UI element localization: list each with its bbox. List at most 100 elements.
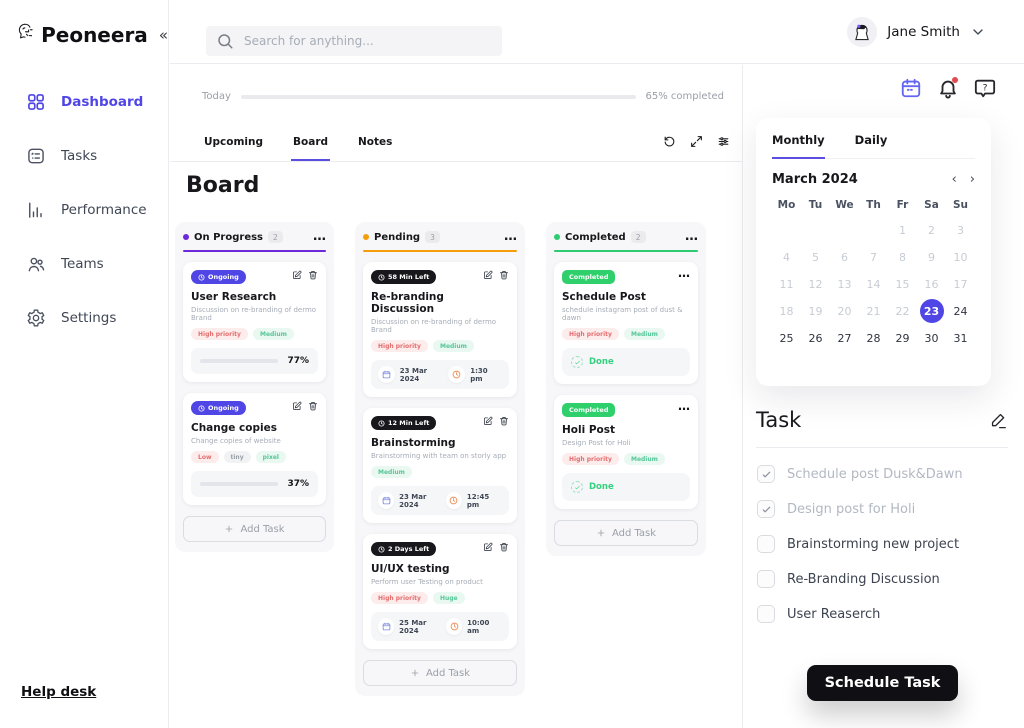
calendar-prev-button[interactable]: ‹ (951, 172, 957, 187)
edit-icon[interactable] (483, 416, 493, 426)
tab-upcoming[interactable]: Upcoming (204, 135, 264, 148)
calendar-days: 1 2 3 4 5 6 7 8 9 10 11 12 13 14 15 16 17 18 19 20 21 22 23 24 2… (772, 218, 975, 350)
edit-icon[interactable] (292, 401, 302, 411)
task-card[interactable]: Completed … Schedule Post schedule instagra… (554, 262, 698, 384)
card-menu-icon[interactable]: … (678, 399, 690, 413)
card-status-badge: Completed (562, 403, 616, 417)
checkbox-checked[interactable] (757, 500, 775, 518)
board-tools (663, 135, 730, 148)
add-task-button[interactable]: Add Task (554, 520, 698, 546)
column-accent-bar (554, 250, 698, 252)
calendar-day[interactable]: 6 (841, 250, 848, 264)
edit-icon[interactable] (483, 270, 493, 280)
trash-icon[interactable] (308, 270, 318, 280)
card-done: Done (562, 473, 690, 501)
main-content: Today 65% completed Upcoming Board Notes B… (170, 65, 743, 728)
calendar-day[interactable]: 30 (924, 331, 939, 345)
calendar-day[interactable]: 10 (953, 250, 968, 264)
calendar-tab-daily[interactable]: Daily (854, 133, 888, 147)
calendar-day[interactable]: 24 (953, 304, 968, 318)
sidebar-collapse-icon[interactable]: « (158, 26, 168, 44)
user-menu[interactable]: Jane Smith (847, 17, 986, 47)
column-menu-icon[interactable]: … (313, 229, 326, 244)
calendar-day-selected[interactable]: 23 (919, 299, 944, 323)
schedule-task-button[interactable]: Schedule Task (807, 665, 958, 701)
trash-icon[interactable] (499, 416, 509, 426)
calendar-day[interactable]: 14 (866, 277, 881, 291)
calendar-icon[interactable] (900, 77, 922, 99)
badge-label: Completed (569, 273, 609, 281)
calendar-day[interactable]: 26 (808, 331, 823, 345)
calendar-day[interactable]: 19 (808, 304, 823, 318)
sidebar-item-label: Dashboard (61, 94, 144, 110)
calendar-day[interactable]: 16 (924, 277, 939, 291)
task-card[interactable]: Ongoing User Research Discussion on re-bra… (183, 262, 326, 382)
calendar-day[interactable]: 13 (837, 277, 852, 291)
calendar-day[interactable]: 28 (866, 331, 881, 345)
bell-icon[interactable] (937, 77, 959, 99)
calendar-day[interactable]: 17 (953, 277, 968, 291)
edit-icon[interactable] (483, 542, 493, 552)
calendar-day[interactable]: 5 (812, 250, 819, 264)
calendar-day[interactable]: 8 (899, 250, 906, 264)
sidebar-item-teams[interactable]: Teams (26, 248, 168, 280)
edit-icon[interactable] (292, 270, 302, 280)
calendar-day[interactable]: 20 (837, 304, 852, 318)
tab-notes[interactable]: Notes (358, 135, 393, 148)
card-top-row: Ongoing (191, 401, 318, 415)
calendar-day[interactable]: 2 (928, 223, 935, 237)
add-task-button[interactable]: Add Task (183, 516, 326, 542)
card-menu-icon[interactable]: … (678, 266, 690, 280)
task-item-label: Schedule post Dusk&Dawn (787, 466, 963, 482)
calendar-day[interactable]: 25 (779, 331, 794, 345)
help-desk-link[interactable]: Help desk (21, 684, 97, 700)
calendar-day[interactable]: 1 (899, 223, 906, 237)
trash-icon[interactable] (499, 542, 509, 552)
trash-icon[interactable] (308, 401, 318, 411)
add-task-button[interactable]: Add Task (363, 660, 517, 686)
calendar-next-button[interactable]: › (969, 172, 975, 187)
task-card[interactable]: 12 Min Left Brainstorming Brainstorming wi… (363, 408, 517, 523)
trash-icon[interactable] (499, 270, 509, 280)
column-menu-icon[interactable]: … (685, 229, 698, 244)
sidebar-item-dashboard[interactable]: Dashboard (26, 86, 168, 118)
sidebar-item-tasks[interactable]: Tasks (26, 140, 168, 172)
search-input[interactable] (244, 34, 492, 48)
checkbox-unchecked[interactable] (757, 535, 775, 553)
help-chat-icon[interactable]: ? (974, 77, 996, 99)
sidebar-item-performance[interactable]: Performance (26, 194, 168, 226)
calendar-day[interactable]: 3 (957, 223, 964, 237)
calendar-day[interactable]: 12 (808, 277, 823, 291)
filter-icon[interactable] (717, 135, 730, 148)
calendar-day[interactable]: 27 (837, 331, 852, 345)
card-status-badge: 12 Min Left (371, 416, 437, 430)
column-menu-icon[interactable]: … (504, 229, 517, 244)
task-card[interactable]: Ongoing Change copies Change copies of web… (183, 393, 326, 505)
column-status-dot (183, 234, 189, 240)
calendar-day[interactable]: 11 (779, 277, 794, 291)
tab-board[interactable]: Board (291, 123, 331, 161)
card-actions (483, 416, 509, 426)
checkbox-unchecked[interactable] (757, 570, 775, 588)
calendar-day[interactable]: 9 (928, 250, 935, 264)
calendar-day[interactable]: 18 (779, 304, 794, 318)
calendar-day[interactable]: 22 (895, 304, 910, 318)
task-card[interactable]: Completed … Holi Post Design Post for Holi H… (554, 395, 698, 509)
sidebar-item-settings[interactable]: Settings (26, 302, 168, 334)
expand-icon[interactable] (690, 135, 703, 148)
right-panel: ? Monthly Daily March 2024 ‹ › Mo Tu We Th Fr… (744, 65, 1024, 728)
calendar-day[interactable]: 31 (953, 331, 968, 345)
chevron-down-icon[interactable] (970, 24, 986, 40)
calendar-day[interactable]: 15 (895, 277, 910, 291)
calendar-day[interactable]: 29 (895, 331, 910, 345)
task-card[interactable]: 58 Min Left Re-branding Discussion Discuss… (363, 262, 517, 397)
calendar-day[interactable]: 4 (783, 250, 790, 264)
history-icon[interactable] (663, 135, 676, 148)
calendar-tab-monthly[interactable]: Monthly (772, 133, 825, 159)
task-card[interactable]: 2 Days Left UI/UX testing Perform user Tes… (363, 534, 517, 649)
calendar-day[interactable]: 7 (870, 250, 877, 264)
calendar-day[interactable]: 21 (866, 304, 881, 318)
edit-tasks-icon[interactable] (989, 411, 1008, 430)
checkbox-checked[interactable] (757, 465, 775, 483)
checkbox-unchecked[interactable] (757, 605, 775, 623)
